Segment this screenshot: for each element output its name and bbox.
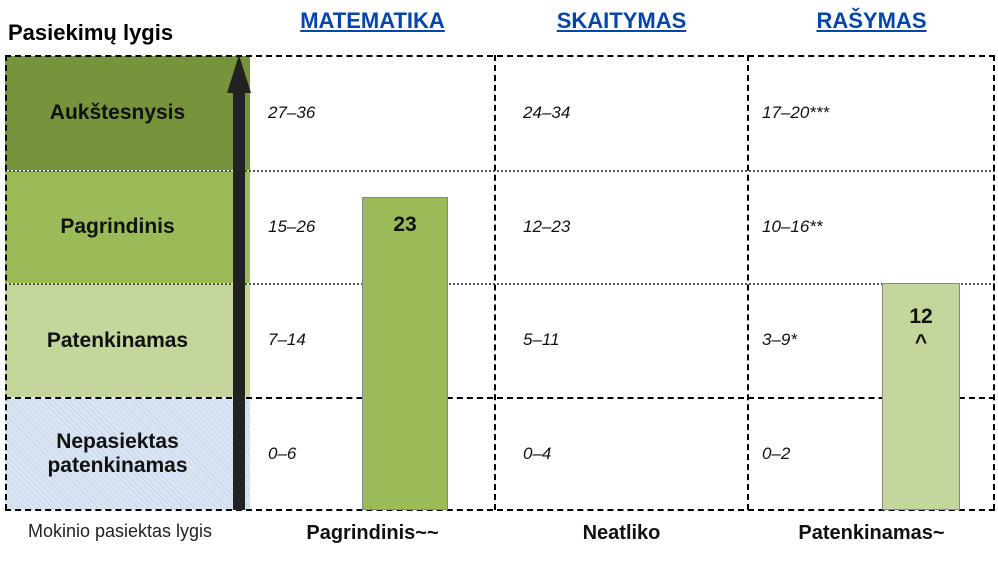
score-mark: ^ [914,331,928,354]
row-border [5,283,995,285]
level-cell: Pagrindinis [5,170,250,283]
footer-result: Neatliko [582,522,661,544]
arrow-shaft [233,85,245,510]
level-arrow [227,55,251,510]
footer-label: Mokinio pasiektas lygis [27,521,213,541]
score-range: 0–2 [762,443,791,463]
col-border [747,55,749,510]
score-bar: 23 [362,197,448,510]
score-value: 12 [909,305,933,328]
score-value: 23 [393,213,417,236]
footer-result: Patenkinamas~ [798,522,945,544]
score-range: 7–14 [268,330,306,349]
level-cell: Patenkinamas [5,283,250,397]
score-range: 24–34 [523,102,571,122]
col-border [5,55,7,510]
row-border [5,397,995,399]
row-border [5,55,995,57]
row-border [5,509,995,511]
subject-link[interactable]: RAŠYMAS [816,8,927,33]
subject-link[interactable]: MATEMATIKA [300,8,445,33]
level-cell: Nepasiektas patenkinamas [5,397,250,510]
score-range: 15–26 [268,216,316,236]
score-range: 17–20*** [762,102,830,122]
score-range: 10–16** [762,216,823,236]
score-range: 0–6 [268,443,297,463]
row-border [5,170,995,172]
arrow-head [227,55,251,93]
table-title: Pasiekimų lygis [8,20,174,45]
footer-result: Pagrindinis~~ [306,522,439,544]
score-range: 27–36 [268,102,316,122]
subject-link[interactable]: SKAITYMAS [556,8,687,33]
score-range: 5–11 [523,330,560,349]
col-border [993,55,995,510]
col-border [494,55,496,510]
score-bar: 12 ^ [882,283,960,510]
level-cell: Aukštesnysis [5,55,250,170]
score-range: 3–9* [762,330,797,349]
score-range: 12–23 [523,216,571,236]
score-range: 0–4 [523,443,552,463]
